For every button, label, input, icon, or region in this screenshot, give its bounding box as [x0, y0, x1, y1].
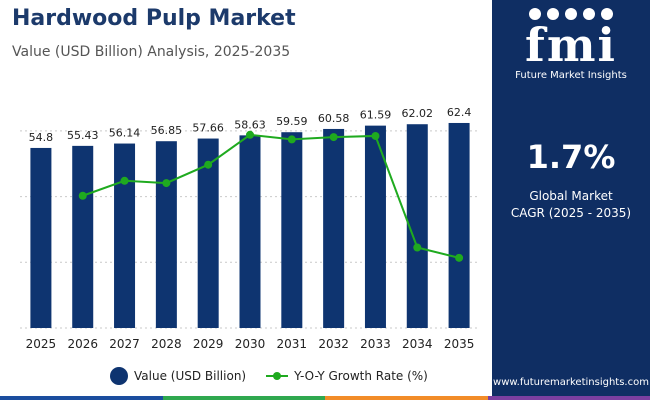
bar-value-label: 60.58	[318, 112, 350, 125]
page-subtitle: Value (USD Billion) Analysis, 2025-2035	[12, 44, 291, 60]
logo-dot-icon	[601, 8, 613, 20]
bar-value-label: 62.4	[447, 106, 472, 119]
bar-2026	[72, 145, 94, 328]
bar-2025	[30, 147, 52, 328]
growth-rate-point	[329, 133, 338, 142]
legend-line-swatch	[266, 372, 289, 380]
cagr-label-line1: Global Market	[529, 189, 613, 203]
cagr-label: Global Market CAGR (2025 - 2035)	[492, 188, 650, 222]
x-tick-label: 2035	[444, 337, 475, 351]
logo-dot-icon	[583, 8, 595, 20]
x-tick-label: 2028	[151, 337, 182, 351]
growth-rate-line	[82, 133, 460, 259]
bar-2032	[323, 128, 345, 328]
cagr-label-line2: CAGR (2025 - 2035)	[510, 206, 632, 220]
bar-value-label: 55.43	[67, 129, 99, 142]
growth-rate-point	[371, 131, 380, 140]
x-tick-label: 2025	[26, 337, 57, 351]
legend-value-label: Value (USD Billion)	[134, 369, 247, 383]
logo-dot-icon	[529, 8, 541, 20]
bar-value-label: 57.66	[192, 122, 224, 135]
x-tick-label: 2033	[360, 337, 391, 351]
bottom-bar-segment	[0, 396, 163, 400]
growth-rate-point	[413, 243, 422, 252]
bar-2033	[364, 125, 386, 328]
bar-value-label: 61.59	[360, 109, 392, 122]
growth-rate-point	[120, 176, 129, 185]
logo-wordmark: fmi	[525, 18, 617, 72]
growth-rate-point	[455, 253, 464, 262]
bottom-bar-segment	[162, 396, 325, 400]
logo-dot-icon	[565, 8, 577, 20]
growth-rate-point	[204, 160, 213, 169]
x-tick-label: 2029	[193, 337, 224, 351]
x-tick-label: 2034	[402, 337, 433, 351]
growth-rate-point	[78, 191, 87, 200]
bottom-bar-segment	[325, 396, 488, 400]
bar-value-label: 56.85	[151, 124, 183, 137]
growth-rate-point	[246, 130, 254, 139]
bar-2031	[281, 132, 303, 328]
website-link[interactable]: www.futuremarketinsights.com	[493, 377, 649, 388]
bar-value-label: 54.8	[29, 131, 54, 144]
x-tick-label: 2026	[67, 337, 98, 351]
bar-2027	[114, 143, 136, 328]
bar-value-label: 56.14	[109, 127, 141, 140]
legend-growth-label: Y-O-Y Growth Rate (%)	[294, 369, 428, 383]
logo-subtitle: Future Market Insights	[515, 70, 627, 81]
bottom-bar-segment	[487, 396, 650, 400]
chart-legend: Value (USD Billion) Y-O-Y Growth Rate (%…	[110, 367, 448, 385]
x-tick-label: 2032	[318, 337, 349, 351]
bar-value-label: 62.02	[402, 107, 434, 120]
legend-item-growth: Y-O-Y Growth Rate (%)	[266, 369, 428, 383]
bar-2030	[239, 135, 261, 328]
bar-2034	[406, 124, 428, 328]
side-panel: fmi Future Market Insights 1.7% Global M…	[492, 0, 650, 400]
page-title: Hardwood Pulp Market	[12, 6, 296, 31]
growth-rate-point	[287, 135, 296, 144]
legend-bar-swatch	[110, 367, 128, 385]
bottom-color-bar	[0, 396, 650, 400]
fmi-logo: fmi Future Market Insights	[492, 8, 650, 81]
x-tick-label: 2030	[235, 337, 266, 351]
legend-item-value: Value (USD Billion)	[110, 367, 246, 385]
bar-2035	[448, 122, 470, 328]
cagr-value: 1.7%	[526, 138, 616, 176]
bar-2029	[197, 138, 219, 328]
logo-icon-row	[492, 8, 650, 20]
x-tick-label: 2031	[277, 337, 308, 351]
bar-value-label: 58.63	[234, 118, 266, 131]
bar-value-label: 59.59	[276, 115, 308, 128]
logo-dot-icon	[547, 8, 559, 20]
bar-2028	[155, 141, 177, 328]
market-chart: 54.8 2025 55.43 2026 56.14 2027 56.85 2028 57.66…	[20, 106, 480, 351]
growth-rate-point	[162, 179, 171, 188]
x-tick-label: 2027	[109, 337, 140, 351]
